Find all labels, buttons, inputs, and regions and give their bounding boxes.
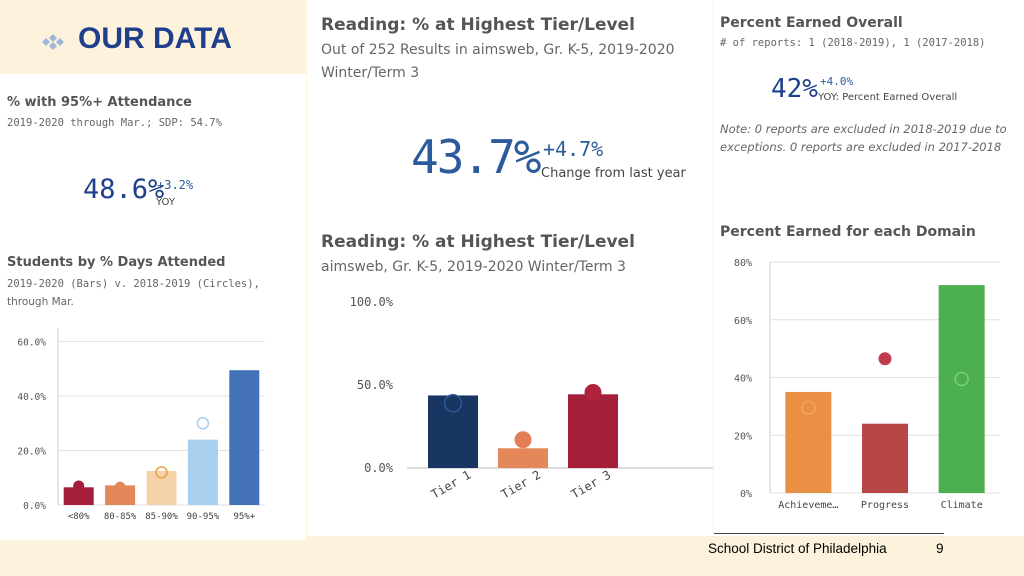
- x-tick-label: <80%: [68, 512, 90, 522]
- x-tick-label: Tier 2: [499, 468, 544, 502]
- bar-Tier 2: [498, 448, 548, 468]
- students-days-subtitle-2: through Mar.: [7, 296, 74, 308]
- x-tick-label: Climate: [941, 500, 983, 511]
- header: OUR DATA: [0, 0, 306, 72]
- x-tick-label: 85-90%: [145, 512, 178, 522]
- right-panel: Percent Earned Overall # of reports: 1 (…: [714, 0, 1024, 536]
- y-tick-label: 80%: [734, 258, 752, 269]
- diamond-cluster-icon: [42, 34, 64, 50]
- attendance-title: % with 95%+ Attendance: [7, 95, 192, 110]
- left-panel: % with 95%+ Attendance 2019-2020 through…: [0, 74, 306, 540]
- bar-Achieveme…: [785, 391, 832, 493]
- prior-year-dot-80-85%: [114, 481, 126, 493]
- students-days-title: Students by % Days Attended: [7, 255, 226, 270]
- reading-bottom-title: Reading: % at Highest Tier/Level: [321, 232, 635, 252]
- x-tick-label: 95%+: [233, 512, 255, 522]
- bar-90-95%: [187, 439, 218, 505]
- y-tick-label: 40.0%: [17, 392, 46, 403]
- bar-80-85%: [105, 485, 136, 505]
- middle-panel: Reading: % at Highest Tier/Level Out of …: [307, 0, 713, 536]
- prior-year-dot-Progress: [878, 352, 892, 366]
- reading-delta: +4.7%: [543, 137, 604, 161]
- prior-year-dot-Tier 3: [584, 383, 602, 401]
- overall-value: 42%: [771, 74, 818, 104]
- prior-year-dot-<80%: [73, 480, 85, 492]
- students-days-subtitle-1: 2019-2020 (Bars) v. 2018-2019 (Circles),: [7, 278, 260, 290]
- prior-year-dot-95%+: [238, 381, 251, 395]
- x-tick-label: Progress: [861, 500, 909, 511]
- overall-delta: +4.0%: [820, 75, 854, 88]
- reading-value: 43.7%: [411, 130, 541, 184]
- page-title: OUR DATA: [78, 22, 232, 55]
- domain-chart: 0% 20% 40% 60% 80% Achieveme… Progress Climate: [734, 258, 1000, 511]
- x-tick-label: Tier 1: [429, 468, 474, 502]
- reading-chart: 0.0% 50.0% 100.0% Tier 1 Tier 2 Tier 3: [350, 295, 713, 502]
- x-tick-label: 80-85%: [104, 512, 137, 522]
- bar-Tier 1: [428, 395, 478, 468]
- overall-note-1: Note: 0 reports are excluded in 2018-201…: [720, 122, 1007, 136]
- bar-Progress: [862, 423, 908, 493]
- reading-bottom-subtitle: aimsweb, Gr. K-5, 2019-2020 Winter/Term …: [321, 259, 626, 275]
- y-tick-label: 0%: [740, 489, 752, 500]
- footer-org: School District of Philadelphia: [708, 541, 887, 556]
- bar-<80%: [63, 487, 94, 505]
- page-number: 9: [936, 541, 944, 556]
- prior-year-dot-Climate: [954, 371, 969, 387]
- x-tick-label: Achieveme…: [778, 500, 838, 511]
- y-tick-label: 0.0%: [364, 461, 394, 475]
- attendance-kpi: 48.6%: [83, 174, 164, 205]
- y-tick-label: 40%: [734, 374, 752, 385]
- reading-top-subtitle-1: Out of 252 Results in aimsweb, Gr. K-5, …: [321, 42, 675, 58]
- y-tick-label: 20.0%: [17, 447, 46, 458]
- y-tick-label: 60.0%: [17, 338, 46, 349]
- y-tick-label: 0.0%: [23, 501, 46, 512]
- overall-note-2: exceptions. 0 reports are excluded in 20…: [720, 140, 1002, 154]
- attendance-value: 48.6%: [83, 174, 165, 205]
- overall-delta-label: YOY: Percent Earned Overall: [818, 92, 958, 103]
- prior-year-dot-Tier 2: [514, 431, 532, 449]
- overall-title: Percent Earned Overall: [720, 15, 903, 31]
- x-tick-label: Tier 3: [569, 468, 614, 502]
- y-tick-label: 100.0%: [350, 295, 394, 309]
- reading-top-subtitle-2: Winter/Term 3: [321, 65, 420, 81]
- attendance-delta-label: YOY: [156, 197, 175, 208]
- y-tick-label: 50.0%: [357, 378, 394, 392]
- reading-delta-label: Change from last year: [541, 166, 686, 181]
- y-tick-label: 60%: [734, 316, 752, 327]
- attendance-chart: 0.0% 20.0% 40.0% 60.0% <80% 80-85% 85-90% 90-95…: [17, 328, 265, 522]
- prior-year-dot-Achieveme…: [801, 400, 816, 416]
- prior-year-dot-Tier 1: [443, 394, 463, 413]
- prior-year-dot-90-95%: [196, 417, 210, 430]
- x-tick-label: 90-95%: [187, 512, 220, 522]
- y-tick-label: 20%: [734, 431, 752, 442]
- bar-Tier 3: [568, 394, 618, 468]
- bar-Climate: [938, 285, 985, 493]
- attendance-delta: +3.2%: [157, 178, 194, 192]
- footer-divider: [714, 533, 944, 534]
- domain-title: Percent Earned for each Domain: [720, 224, 976, 240]
- prior-year-dot-85-90%: [155, 466, 168, 479]
- reading-top-title: Reading: % at Highest Tier/Level: [321, 15, 635, 35]
- attendance-subtitle: 2019-2020 through Mar.; SDP: 54.7%: [7, 117, 222, 129]
- bar-95%+: [229, 370, 260, 505]
- bar-85-90%: [146, 470, 177, 505]
- overall-subtitle: # of reports: 1 (2018-2019), 1 (2017-201…: [720, 37, 986, 49]
